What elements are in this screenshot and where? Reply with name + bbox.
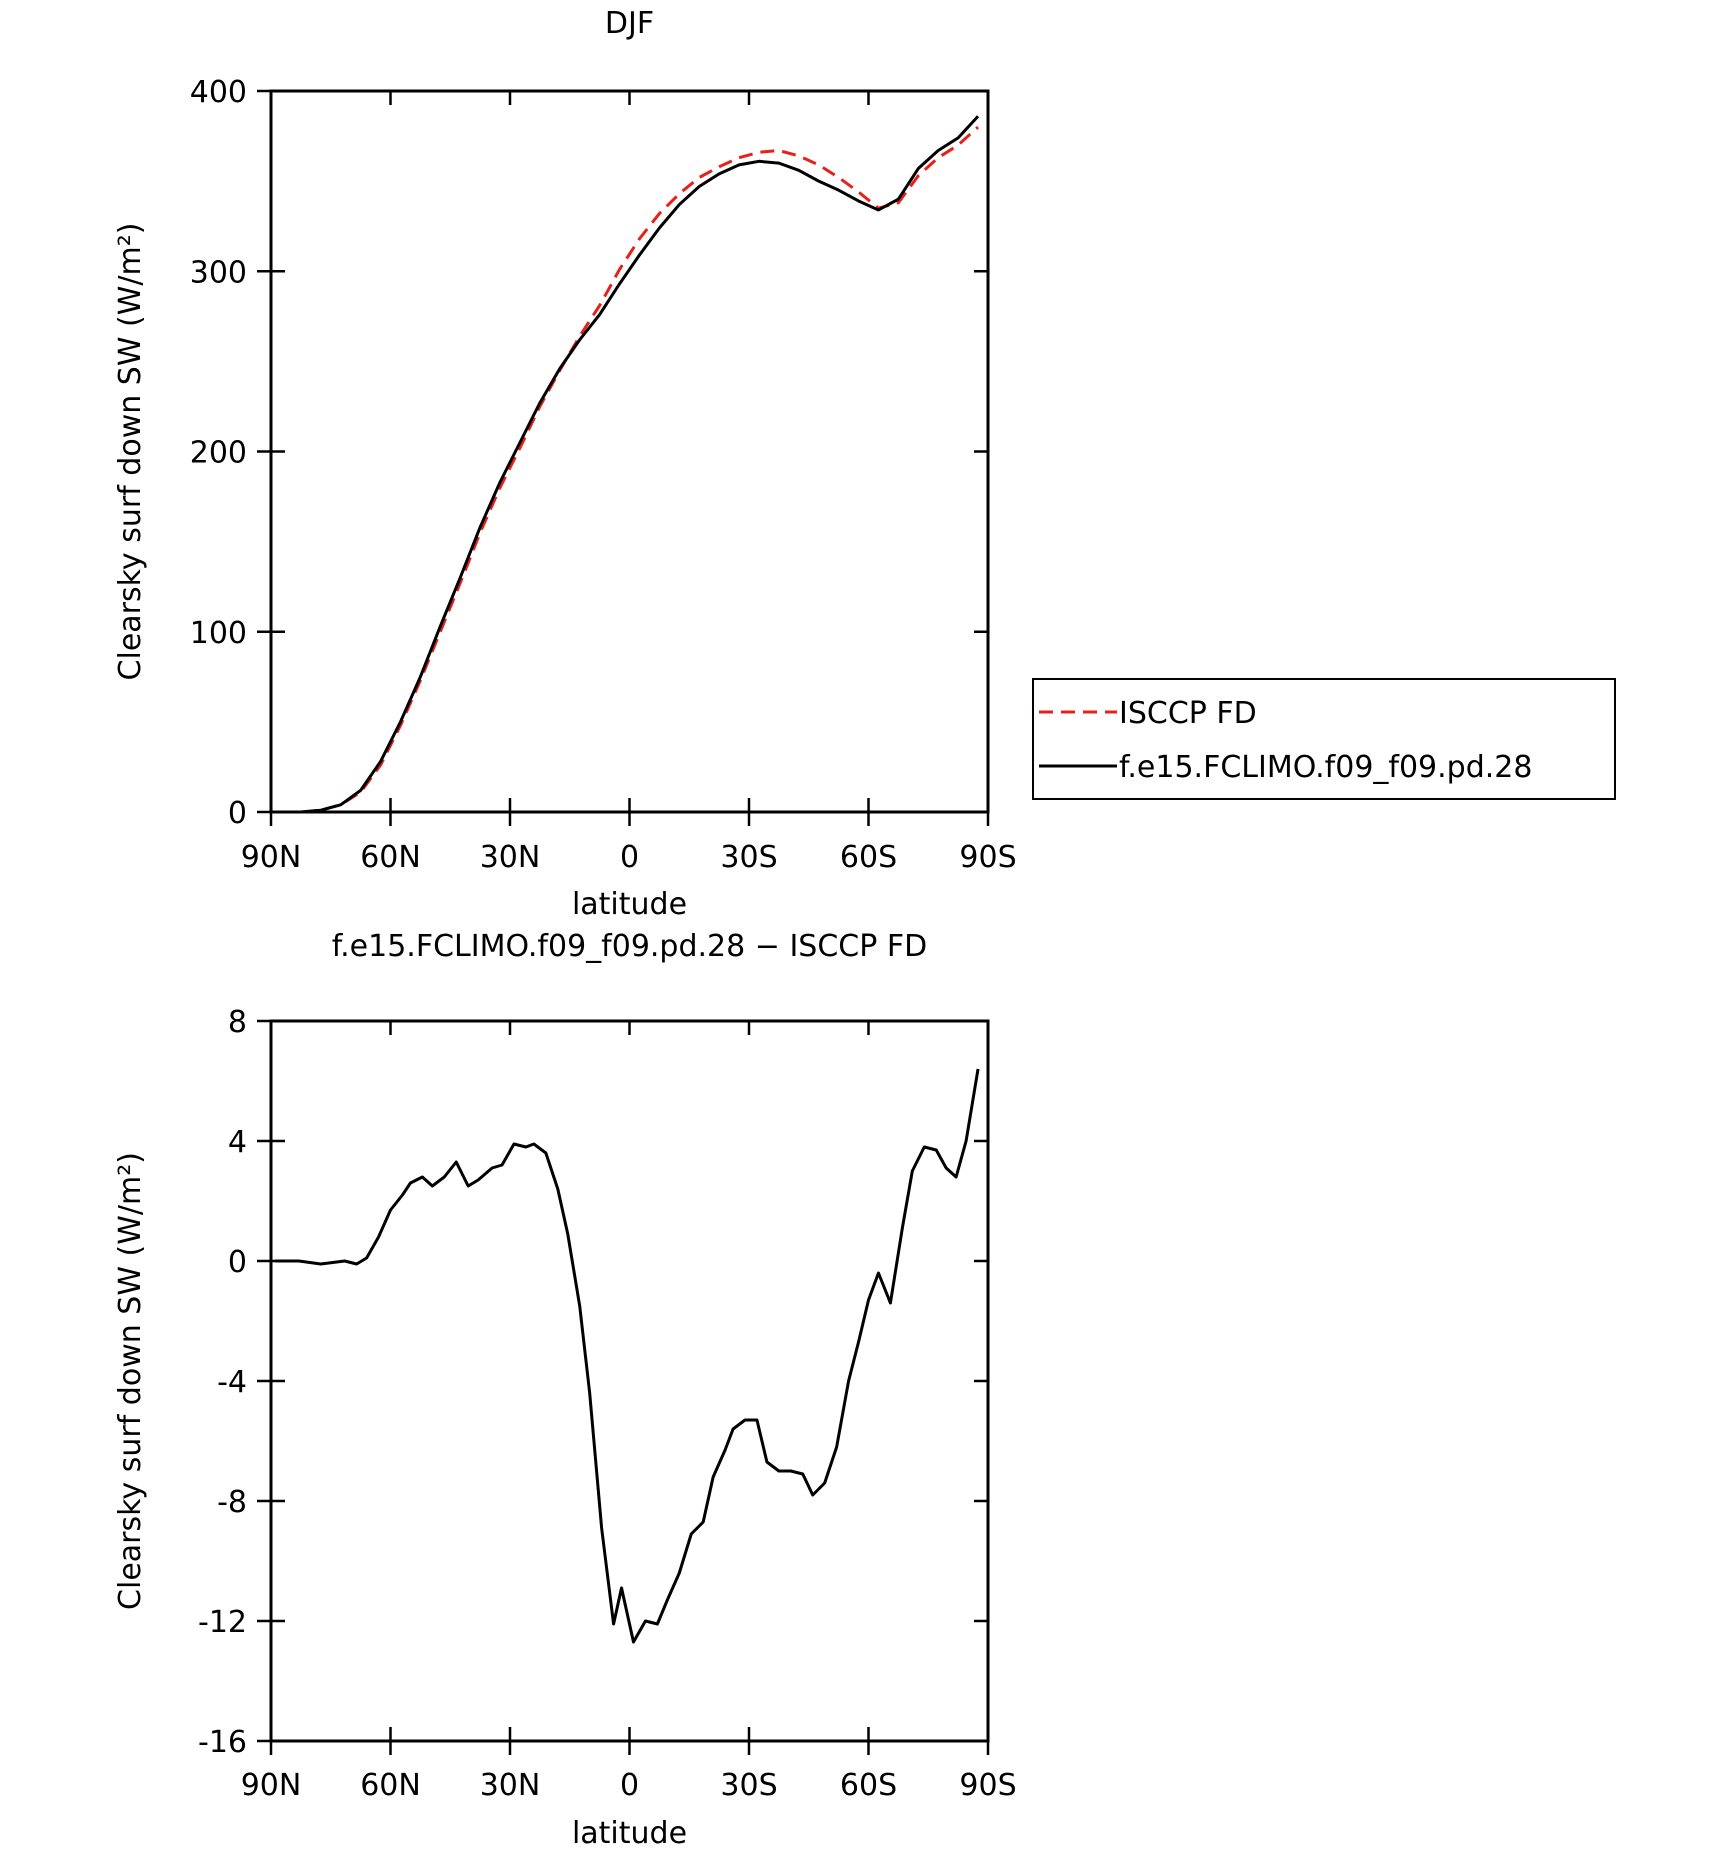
y-tick-label: 400 bbox=[190, 75, 247, 110]
y-tick-label: -16 bbox=[198, 1725, 247, 1760]
x-tick-label: 0 bbox=[620, 1768, 639, 1803]
data-line bbox=[280, 115, 980, 814]
y-tick-label: 100 bbox=[190, 616, 247, 651]
y-tick-label: -8 bbox=[217, 1485, 247, 1520]
x-tick-label: 90S bbox=[959, 1768, 1016, 1803]
plot-frame bbox=[269, 89, 990, 814]
data-line bbox=[274, 1068, 980, 1644]
x-tick-label: 90S bbox=[959, 840, 1016, 875]
y-axis-label: Clearsky surf down SW (W/m²) bbox=[113, 1152, 148, 1610]
x-tick-label: 60N bbox=[360, 1768, 421, 1803]
y-axis-label: Clearsky surf down SW (W/m²) bbox=[113, 223, 148, 681]
x-tick-label: 60S bbox=[840, 1768, 897, 1803]
x-axis-label: latitude bbox=[572, 1816, 687, 1850]
y-tick-label: 4 bbox=[228, 1125, 247, 1160]
x-tick-label: 30N bbox=[480, 1768, 541, 1803]
legend-label: f.e15.FCLIMO.f09_f09.pd.28 bbox=[1119, 750, 1532, 785]
y-tick-label: 200 bbox=[190, 436, 247, 471]
x-axis-label: latitude bbox=[572, 887, 687, 922]
y-tick-label: 300 bbox=[190, 255, 247, 290]
plot-frame bbox=[269, 1019, 990, 1743]
x-tick-label: 60N bbox=[360, 840, 421, 875]
x-tick-label: 30S bbox=[720, 1768, 777, 1803]
y-tick-label: -12 bbox=[198, 1605, 247, 1640]
x-tick-label: 90N bbox=[241, 840, 302, 875]
x-tick-label: 90N bbox=[241, 1768, 302, 1803]
y-tick-label: 0 bbox=[228, 796, 247, 831]
chart-title: DJF bbox=[605, 6, 654, 41]
x-tick-label: 60S bbox=[840, 840, 897, 875]
x-tick-label: 0 bbox=[620, 840, 639, 875]
x-tick-label: 30S bbox=[720, 840, 777, 875]
y-tick-label: 8 bbox=[228, 1005, 247, 1040]
legend-box bbox=[1032, 678, 1616, 800]
chart-title: f.e15.FCLIMO.f09_f09.pd.28 − ISCCP FD bbox=[332, 929, 927, 964]
y-tick-label: 0 bbox=[228, 1245, 247, 1280]
legend-label: ISCCP FD bbox=[1119, 696, 1257, 731]
y-tick-label: -4 bbox=[217, 1365, 247, 1400]
data-line bbox=[280, 125, 980, 814]
x-tick-label: 30N bbox=[480, 840, 541, 875]
